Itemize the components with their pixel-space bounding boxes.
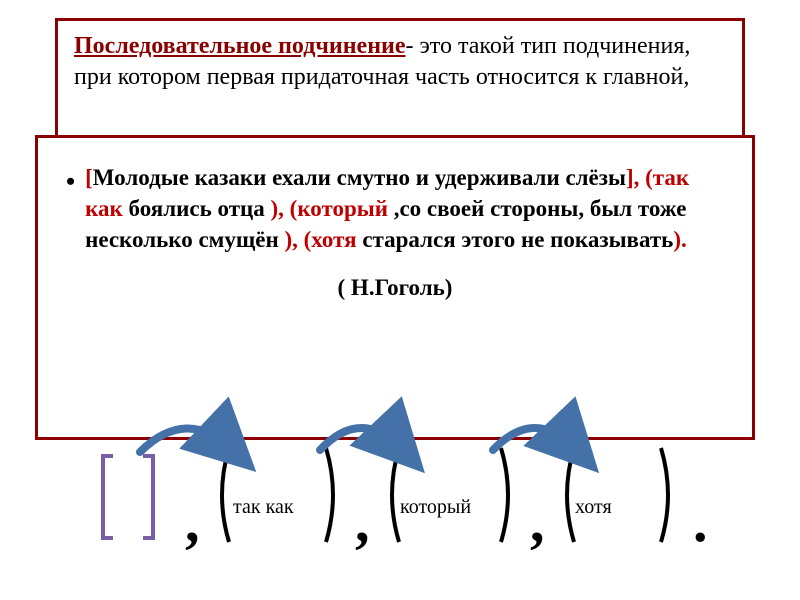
example-bullet: • [Молодые казаки ехали смутно и удержив… <box>66 162 724 255</box>
diagram: так как который хотя ,,,. <box>75 388 735 573</box>
title-term: Последовательное подчинение <box>74 33 406 59</box>
diagram-comma: , <box>185 493 200 551</box>
example-fragment: боялись отца <box>123 196 271 221</box>
example-fragment: старался этого не показывать <box>357 227 674 252</box>
diagram-comma: , <box>355 493 370 551</box>
connector-label: хотя <box>575 496 612 519</box>
connector-label: который <box>400 496 471 519</box>
diagram-period: . <box>693 493 708 551</box>
title-line: Последовательное подчинение- это такой т… <box>74 33 690 90</box>
connector-label: так как <box>233 496 294 519</box>
example-fragment: Молодые казаки ехали смутно и удерживали… <box>93 165 626 190</box>
example-fragment: ). <box>673 227 686 252</box>
example-text: [Молодые казаки ехали смутно и удерживал… <box>85 162 724 255</box>
title-box: Последовательное подчинение- это такой т… <box>55 18 745 153</box>
diagram-comma: , <box>530 493 545 551</box>
author-line: ( Н.Гоголь) <box>66 275 724 301</box>
example-fragment: ), (хотя <box>284 227 356 252</box>
example-fragment: [ <box>85 165 93 190</box>
example-fragment: ), (который <box>271 196 388 221</box>
bullet-dot: • <box>66 162 75 255</box>
diagram-svg <box>75 388 735 573</box>
